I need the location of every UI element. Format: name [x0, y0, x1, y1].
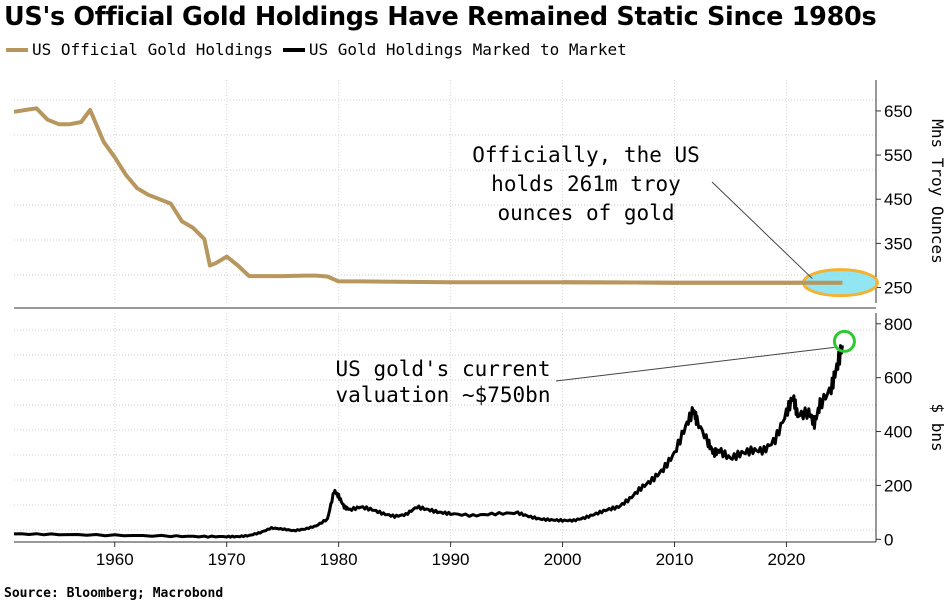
x-tick-label-3: 1990: [432, 550, 470, 569]
annotation-holdings-line-1: holds 261m troy: [491, 172, 681, 196]
annotation-leader-valuation: [555, 346, 835, 382]
x-tick-label-6: 2020: [768, 550, 806, 569]
y-axis-title-0: Mns Troy Ounces: [928, 119, 947, 264]
y-tick-label-0-3: 350: [884, 234, 912, 253]
series-line-holdings-highlight: [562, 280, 843, 285]
legend-label-holdings: US Official Gold Holdings: [32, 40, 273, 59]
x-tick-label-2: 1980: [320, 550, 358, 569]
legend-swatch-valuation: [282, 47, 305, 52]
annotation-leader-holdings: [711, 181, 813, 280]
series-line-holdings: [13, 106, 843, 285]
annotation-valuation-line-1: valuation ~$750bn: [336, 383, 551, 407]
chart-title: US's Official Gold Holdings Have Remaine…: [4, 2, 877, 32]
y-tick-label-0-4: 250: [884, 279, 912, 298]
y-tick-label-1-3: 200: [884, 476, 912, 495]
y-tick-label-1-1: 600: [884, 369, 912, 388]
legend-item-holdings: US Official Gold Holdings: [6, 40, 273, 59]
y-tick-label-1-2: 400: [884, 423, 912, 442]
annotation-holdings-line-2: ounces of gold: [497, 201, 674, 225]
y-tick-label-0-1: 550: [884, 146, 912, 165]
y-tick-label-1-4: 0: [884, 530, 893, 549]
annotation-holdings-line-0: Officially, the US: [472, 143, 700, 167]
annotation-valuation-line-0: US gold's current: [336, 357, 551, 381]
x-tick-label-4: 2000: [544, 550, 582, 569]
x-tick-label-5: 2010: [656, 550, 694, 569]
legend-item-valuation: US Gold Holdings Marked to Market: [282, 40, 627, 59]
y-tick-label-0-0: 650: [884, 102, 912, 121]
y-tick-label-1-0: 800: [884, 315, 912, 334]
legend: US Official Gold Holdings US Gold Holdin…: [6, 40, 637, 59]
y-tick-label-0-2: 450: [884, 190, 912, 209]
y-axis-title-1: $ bns: [928, 403, 947, 451]
source-note: Source: Bloomberg; Macrobond: [4, 586, 224, 601]
series-line-valuation: [13, 344, 844, 539]
x-tick-label-1: 1970: [208, 550, 246, 569]
x-tick-label-0: 1960: [96, 550, 134, 569]
highlight-circle: [832, 329, 856, 353]
legend-label-valuation: US Gold Holdings Marked to Market: [308, 40, 627, 59]
legend-swatch-holdings: [6, 47, 28, 52]
